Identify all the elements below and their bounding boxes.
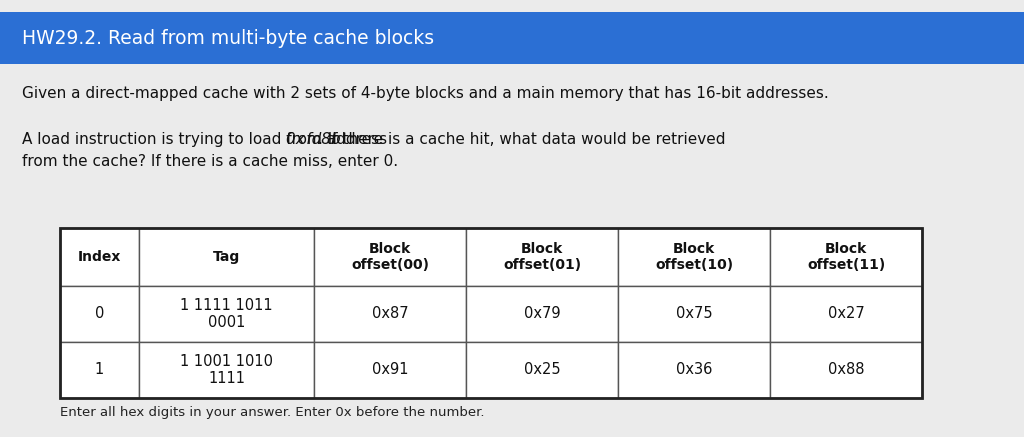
Text: Block
offset(01): Block offset(01) — [503, 242, 581, 272]
Bar — [770, 286, 922, 342]
Text: Enter all hex digits in your answer. Enter 0x before the number.: Enter all hex digits in your answer. Ent… — [60, 406, 484, 419]
Bar — [466, 228, 618, 286]
Bar — [770, 342, 922, 398]
Bar — [618, 342, 770, 398]
Text: 0: 0 — [95, 306, 104, 322]
Text: 0x fd8b: 0x fd8b — [286, 132, 340, 147]
Text: 0x36: 0x36 — [676, 363, 712, 378]
Text: Block
offset(11): Block offset(11) — [807, 242, 885, 272]
Text: Tag: Tag — [213, 250, 240, 264]
Text: A load instruction is trying to load from address: A load instruction is trying to load fro… — [22, 132, 392, 147]
Text: 1 1001 1010
1111: 1 1001 1010 1111 — [180, 354, 273, 386]
Text: 0x88: 0x88 — [827, 363, 864, 378]
Bar — [466, 286, 618, 342]
Bar — [139, 286, 314, 342]
Bar — [314, 342, 466, 398]
Bar — [139, 228, 314, 286]
Bar — [770, 228, 922, 286]
Text: 0x91: 0x91 — [372, 363, 409, 378]
Bar — [60, 286, 139, 342]
Text: Block
offset(00): Block offset(00) — [351, 242, 429, 272]
Text: Index: Index — [78, 250, 121, 264]
Text: . If there is a cache hit, what data would be retrieved: . If there is a cache hit, what data wou… — [317, 132, 725, 147]
Text: Block
offset(10): Block offset(10) — [655, 242, 733, 272]
Text: 0x27: 0x27 — [827, 306, 864, 322]
Bar — [139, 342, 314, 398]
Bar — [618, 286, 770, 342]
Bar — [60, 228, 139, 286]
Text: 0x79: 0x79 — [523, 306, 560, 322]
Bar — [466, 342, 618, 398]
Bar — [618, 228, 770, 286]
Bar — [0, 12, 1024, 64]
Bar — [314, 286, 466, 342]
Bar — [60, 342, 139, 398]
Text: 1: 1 — [95, 363, 104, 378]
Text: 1 1111 1011
0001: 1 1111 1011 0001 — [180, 298, 272, 330]
Text: from the cache? If there is a cache miss, enter 0.: from the cache? If there is a cache miss… — [22, 154, 398, 169]
Text: 0x87: 0x87 — [372, 306, 409, 322]
Text: 0x75: 0x75 — [676, 306, 713, 322]
Bar — [314, 228, 466, 286]
Text: 0x25: 0x25 — [523, 363, 560, 378]
Text: HW29.2. Read from multi-byte cache blocks: HW29.2. Read from multi-byte cache block… — [22, 28, 434, 48]
Text: Given a direct-mapped cache with 2 sets of 4-byte blocks and a main memory that : Given a direct-mapped cache with 2 sets … — [22, 86, 828, 101]
Bar — [60, 228, 922, 398]
